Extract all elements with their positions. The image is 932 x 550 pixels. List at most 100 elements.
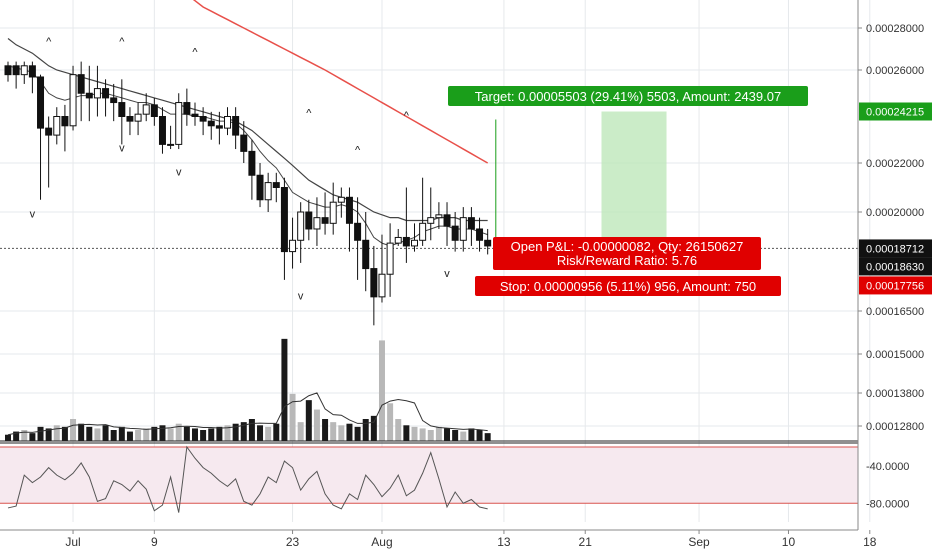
- candle[interactable]: [215, 111, 223, 145]
- candle[interactable]: [150, 97, 158, 126]
- volume-bar: [387, 403, 394, 441]
- candle-body: [362, 239, 370, 270]
- stop-label-box[interactable]: [475, 276, 781, 296]
- price-badge-label: 0.00018712: [866, 243, 924, 255]
- candle-body: [484, 239, 492, 247]
- volume-bar: [354, 426, 361, 441]
- candle[interactable]: [248, 139, 256, 200]
- price-badge[interactable]: [859, 276, 932, 295]
- candle[interactable]: [167, 125, 175, 150]
- volume-bar: [183, 426, 190, 441]
- candle-body: [207, 120, 215, 127]
- candle[interactable]: [362, 212, 370, 292]
- candle[interactable]: [158, 107, 166, 154]
- pnl-label-box[interactable]: [493, 237, 761, 270]
- candle[interactable]: [427, 187, 435, 241]
- signal-up-marker: ^: [355, 145, 361, 157]
- candle[interactable]: [289, 217, 297, 269]
- candle-body: [256, 174, 264, 201]
- candle-body: [69, 74, 77, 127]
- candle[interactable]: [297, 202, 305, 263]
- candle[interactable]: [175, 93, 183, 150]
- candle[interactable]: [272, 172, 280, 203]
- candle[interactable]: [110, 83, 118, 122]
- volume-bar: [273, 423, 280, 441]
- volume-bar: [248, 419, 255, 441]
- candle-body: [370, 268, 378, 298]
- position-labels[interactable]: Target: 0.00005503 (29.41%) 5503, Amount…: [448, 86, 808, 296]
- candle[interactable]: [443, 202, 451, 246]
- price-badge[interactable]: [859, 102, 932, 121]
- candle[interactable]: [329, 182, 337, 235]
- volume-bar: [395, 419, 402, 441]
- candle[interactable]: [345, 187, 353, 252]
- candle-body: [191, 113, 199, 118]
- price-tick-label: 0.00016500: [866, 306, 924, 318]
- candle[interactable]: [126, 107, 134, 136]
- candle[interactable]: [467, 207, 475, 246]
- candle[interactable]: [20, 61, 28, 84]
- candle-body: [134, 113, 142, 122]
- candle[interactable]: [459, 207, 467, 252]
- candle[interactable]: [264, 172, 272, 212]
- candle[interactable]: [476, 217, 484, 252]
- candle[interactable]: [142, 93, 150, 122]
- candle-body: [77, 74, 85, 94]
- volume-bar: [53, 425, 60, 441]
- candle[interactable]: [402, 187, 410, 263]
- candle[interactable]: [240, 121, 248, 163]
- candle[interactable]: [53, 107, 61, 145]
- candle[interactable]: [37, 74, 45, 200]
- candle[interactable]: [61, 104, 69, 152]
- candle[interactable]: [337, 187, 345, 218]
- oscillator-panel[interactable]: [0, 442, 858, 513]
- candle-body: [321, 217, 329, 224]
- candle-body: [183, 102, 191, 115]
- price-badge[interactable]: [859, 239, 932, 258]
- candle[interactable]: [118, 79, 126, 145]
- target-label-box[interactable]: [448, 86, 808, 106]
- candle[interactable]: [191, 102, 199, 126]
- candle[interactable]: [313, 197, 321, 246]
- candle[interactable]: [232, 107, 240, 150]
- candle[interactable]: [435, 202, 443, 229]
- candle[interactable]: [370, 245, 378, 326]
- candle[interactable]: [386, 223, 394, 297]
- candle[interactable]: [183, 88, 191, 126]
- candle[interactable]: [419, 177, 427, 246]
- candle[interactable]: [354, 197, 362, 280]
- candle[interactable]: [411, 223, 418, 252]
- candle[interactable]: [451, 212, 459, 252]
- time-tick-label: Aug: [371, 535, 392, 549]
- candle[interactable]: [45, 116, 53, 188]
- price-tick-label: 0.00026000: [866, 65, 924, 77]
- candle[interactable]: [305, 199, 313, 241]
- price-badge[interactable]: [859, 257, 932, 276]
- candle[interactable]: [224, 107, 232, 136]
- candle[interactable]: [12, 61, 20, 89]
- candle[interactable]: [280, 177, 288, 280]
- candlestick-series[interactable]: [4, 61, 492, 326]
- time-tick-label: Sep: [688, 535, 710, 549]
- candle[interactable]: [378, 234, 386, 303]
- candle-body: [37, 76, 45, 129]
- candle[interactable]: [4, 61, 12, 82]
- candle[interactable]: [69, 65, 77, 131]
- candle-body: [280, 187, 288, 253]
- candle[interactable]: [93, 65, 101, 117]
- candle[interactable]: [77, 61, 85, 122]
- candle[interactable]: [102, 79, 110, 117]
- candle[interactable]: [134, 102, 142, 136]
- candle[interactable]: [85, 65, 93, 122]
- candle[interactable]: [28, 61, 36, 94]
- volume-bar: [118, 426, 125, 441]
- candle[interactable]: [484, 228, 492, 255]
- candle[interactable]: [256, 163, 264, 208]
- candle[interactable]: [199, 107, 207, 136]
- volume-histogram: [0, 338, 858, 442]
- candle[interactable]: [207, 111, 215, 140]
- candle[interactable]: [394, 228, 402, 246]
- candle[interactable]: [321, 192, 329, 235]
